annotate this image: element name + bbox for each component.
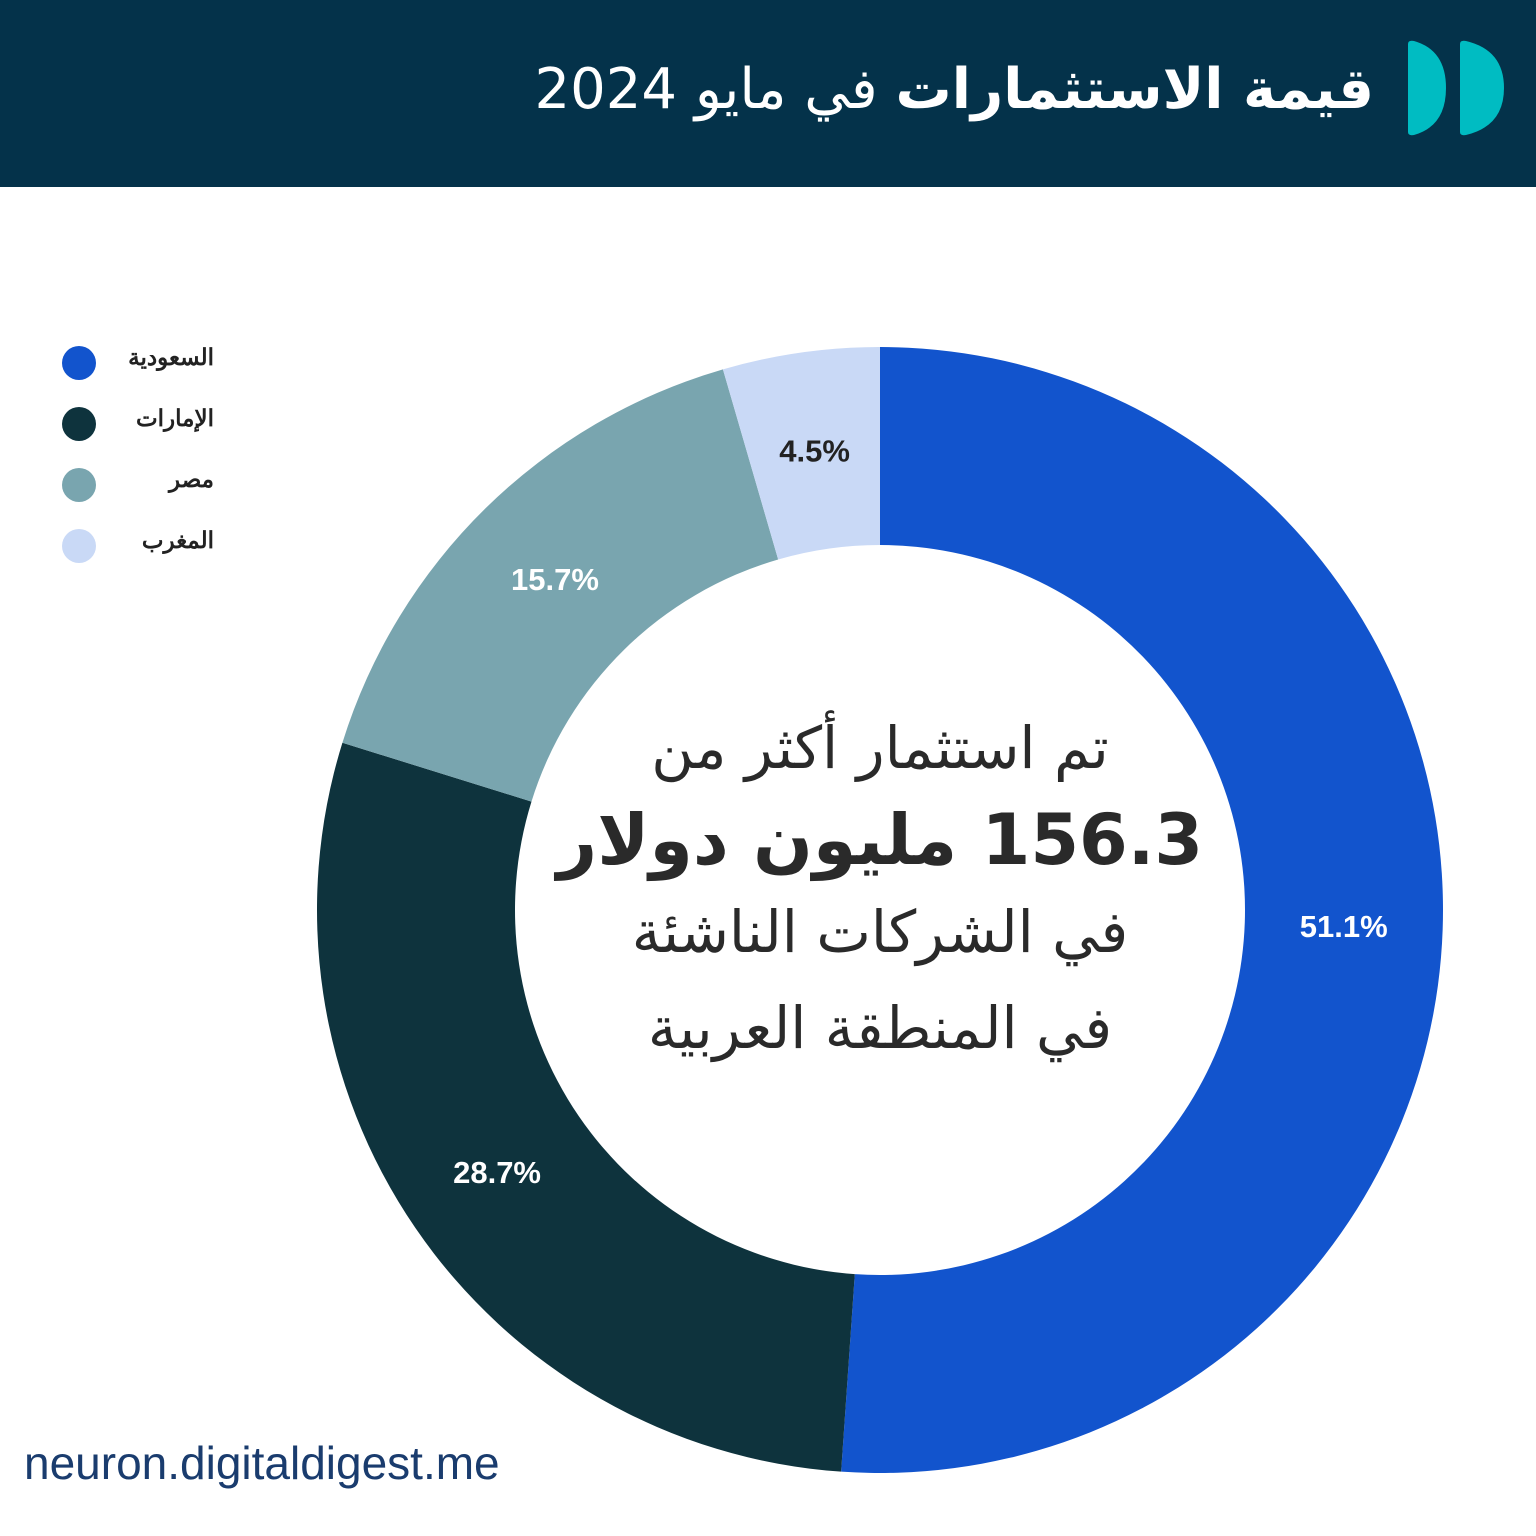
center-line-4: في المنطقة العربية — [647, 994, 1113, 1062]
slice-label-3: 4.5% — [779, 434, 850, 469]
donut-slice-3 — [722, 347, 880, 560]
legend-label: السعودية — [128, 344, 214, 370]
donut-slice-0 — [841, 347, 1444, 1473]
legend-label: مصر — [169, 466, 214, 492]
center-summary: تم استثمار أكثر من 156.3 مليون دولار في … — [520, 700, 1240, 1076]
legend-item-morocco: المغرب — [60, 523, 220, 584]
donut-slice-2 — [342, 369, 779, 802]
legend-item-uae: الإمارات — [60, 401, 220, 462]
double-d-logo-icon — [1408, 40, 1504, 136]
legend-swatch — [62, 346, 96, 380]
slice-label-2: 15.7% — [511, 562, 599, 597]
legend-swatch — [62, 407, 96, 441]
title-bold: قيمة الاستثمارات — [895, 57, 1375, 122]
legend-label: الإمارات — [136, 405, 214, 431]
slice-label-0: 51.1% — [1300, 909, 1388, 944]
legend-item-saudi: السعودية — [60, 340, 220, 401]
legend-label: المغرب — [141, 527, 214, 553]
title-rest: في مايو 2024 — [534, 57, 878, 122]
center-total: 156.3 مليون دولار — [556, 799, 1204, 881]
center-line-1: تم استثمار أكثر من — [651, 714, 1109, 782]
legend: السعودية الإمارات مصر المغرب — [60, 340, 220, 584]
donut-slice-1 — [316, 742, 855, 1472]
footer-website: neuron.digitaldigest.me — [24, 1437, 500, 1489]
slice-label-1: 28.7% — [453, 1155, 541, 1190]
page-title: قيمة الاستثمارات في مايو 2024 — [535, 50, 1374, 130]
center-line-3: في الشركات الناشئة — [631, 898, 1129, 966]
header-bar: قيمة الاستثمارات في مايو 2024 — [0, 0, 1536, 187]
legend-swatch — [62, 529, 96, 563]
legend-swatch — [62, 468, 96, 502]
legend-item-egypt: مصر — [60, 462, 220, 523]
